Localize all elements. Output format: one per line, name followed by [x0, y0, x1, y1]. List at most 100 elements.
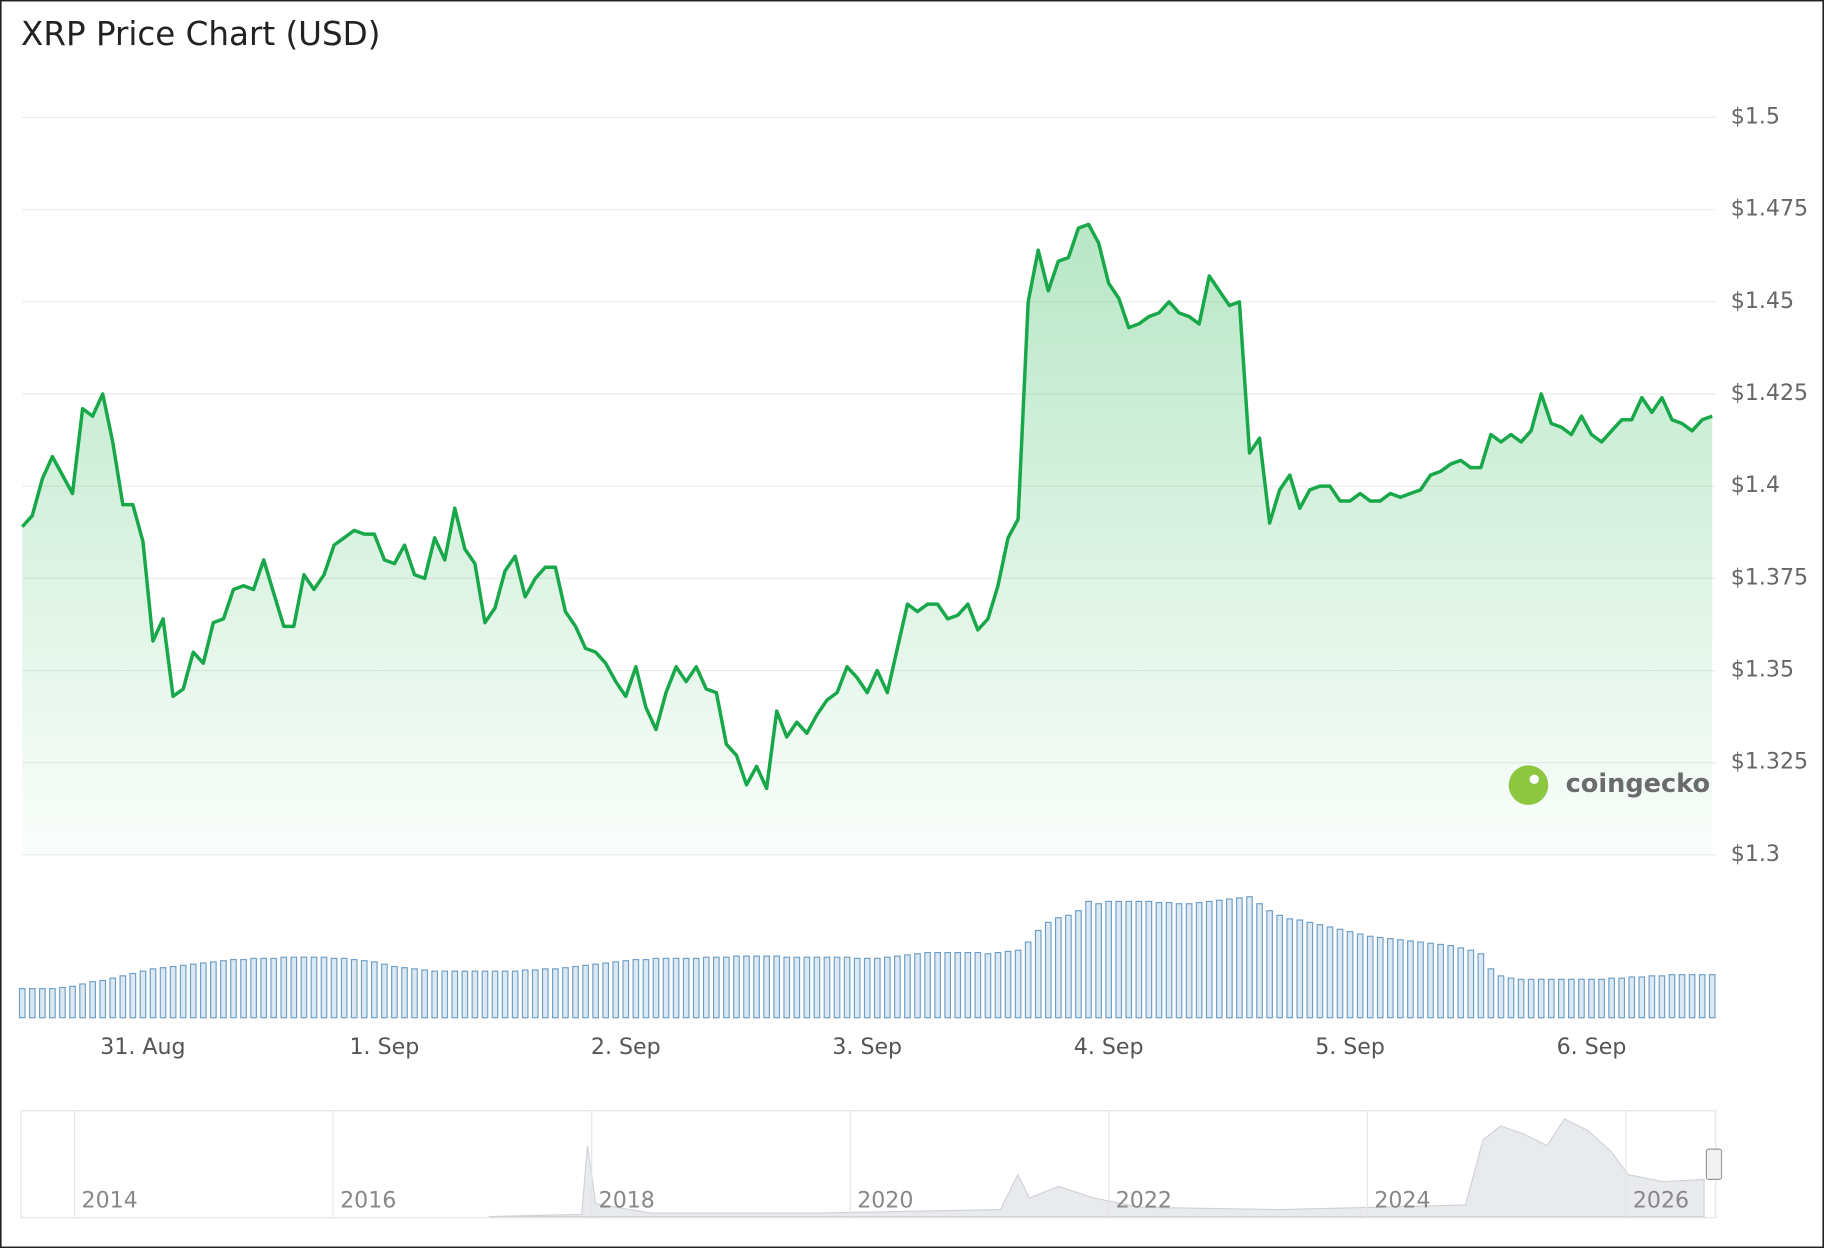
volume-bar — [562, 967, 569, 1019]
x-tick-label: 1. Sep — [350, 1034, 420, 1060]
volume-bar — [531, 969, 539, 1019]
volume-bar — [1467, 949, 1475, 1019]
volume-bar — [1236, 897, 1243, 1019]
volume-bar — [1165, 901, 1173, 1019]
volume-bar — [1417, 941, 1424, 1019]
volume-bar — [612, 961, 620, 1019]
chart-title: XRP Price Chart (USD) — [21, 15, 380, 53]
volume-bar — [1658, 975, 1666, 1019]
volume-bar — [1547, 978, 1555, 1019]
volume-bar — [381, 963, 388, 1019]
watermark: coingecko — [1508, 765, 1710, 805]
volume-bar — [199, 962, 207, 1019]
volume-bar — [270, 957, 278, 1019]
volume-bar — [129, 972, 137, 1019]
volume-bar — [1024, 941, 1032, 1019]
volume-bar — [702, 956, 710, 1019]
volume-bar — [1527, 978, 1535, 1019]
watermark-logo — [1508, 765, 1549, 805]
price-area — [22, 224, 1713, 855]
volume-bar — [491, 970, 499, 1019]
volume-bar — [743, 955, 750, 1019]
volume-bar — [1588, 978, 1595, 1019]
volume-bar — [421, 969, 428, 1019]
volume-bar — [773, 955, 781, 1019]
volume-bar — [28, 988, 36, 1019]
volume-bar — [1306, 921, 1314, 1019]
volume-bar — [210, 961, 217, 1019]
volume-bar — [461, 970, 469, 1019]
volume-bar — [260, 957, 268, 1019]
volume-bar — [69, 985, 76, 1019]
volume-bar — [1125, 900, 1133, 1019]
volume-bar — [622, 960, 630, 1019]
navigator-box — [20, 1110, 1717, 1219]
volume-bar — [250, 957, 257, 1019]
volume-bar — [39, 988, 46, 1019]
volume-bar — [843, 956, 851, 1019]
volume-bar — [984, 953, 992, 1019]
volume-bar — [1155, 901, 1163, 1019]
volume-bar — [481, 970, 489, 1019]
volume-bar — [1598, 978, 1605, 1019]
volume-bar — [1688, 974, 1696, 1019]
volume-bar — [712, 956, 720, 1019]
x-tick-label: 2. Sep — [591, 1034, 661, 1060]
volume-bar — [1477, 953, 1485, 1019]
volume-bar — [873, 957, 881, 1019]
volume-bar — [1356, 933, 1364, 1019]
volume-bar — [1497, 975, 1505, 1019]
volume-bar — [1678, 974, 1686, 1019]
volume-bar — [59, 986, 66, 1019]
volume-bar — [1698, 974, 1706, 1019]
volume-bar — [753, 955, 760, 1019]
volume-bar — [541, 968, 549, 1019]
volume-bar — [1095, 903, 1102, 1019]
volume-bar — [1487, 968, 1495, 1019]
volume-bar — [1145, 900, 1153, 1019]
volume-bar — [1226, 898, 1233, 1019]
volume-bar — [672, 957, 680, 1019]
volume-bar — [1578, 978, 1585, 1019]
volume-bar — [1608, 977, 1615, 1019]
volume-bar — [179, 964, 187, 1019]
volume-bar — [642, 958, 650, 1019]
volume-bar — [924, 951, 931, 1019]
volume-bar — [1085, 900, 1092, 1019]
volume-bar — [189, 963, 197, 1019]
volume-bar — [89, 981, 96, 1019]
volume-bar — [723, 956, 730, 1019]
volume-bar — [632, 958, 640, 1019]
navigator-label: 2018 — [599, 1187, 655, 1213]
volume-bar — [823, 956, 831, 1019]
volume-bar — [853, 957, 861, 1019]
volume-bar — [169, 965, 177, 1019]
volume-bar — [18, 988, 26, 1019]
volume-bar — [682, 957, 690, 1019]
volume-bar — [1195, 901, 1203, 1019]
volume-bar — [330, 957, 338, 1019]
volume-bar — [280, 956, 288, 1019]
volume-bar — [471, 970, 479, 1019]
watermark-logo-eye — [1529, 774, 1539, 784]
volume-bar — [360, 960, 368, 1019]
navigator-handle[interactable] — [1705, 1148, 1723, 1180]
volume-bar — [602, 962, 610, 1019]
watermark-text: coingecko — [1566, 769, 1710, 799]
volume-bar — [350, 958, 358, 1019]
volume-bar — [1407, 940, 1414, 1019]
volume-bar — [863, 957, 871, 1019]
x-tick-label: 3. Sep — [832, 1034, 902, 1060]
navigator-label: 2024 — [1374, 1187, 1430, 1213]
volume-bar — [1286, 918, 1294, 1019]
volume-bar — [300, 956, 308, 1019]
volume-bar — [1437, 943, 1444, 1019]
volume-bar — [1055, 917, 1062, 1019]
volume-bar — [1346, 931, 1354, 1019]
y-tick-label: $1.375 — [1731, 564, 1808, 590]
navigator-label: 2026 — [1633, 1187, 1689, 1213]
navigator-label: 2014 — [82, 1187, 138, 1213]
volume-bar — [1537, 978, 1545, 1019]
volume-bar — [1044, 921, 1052, 1019]
